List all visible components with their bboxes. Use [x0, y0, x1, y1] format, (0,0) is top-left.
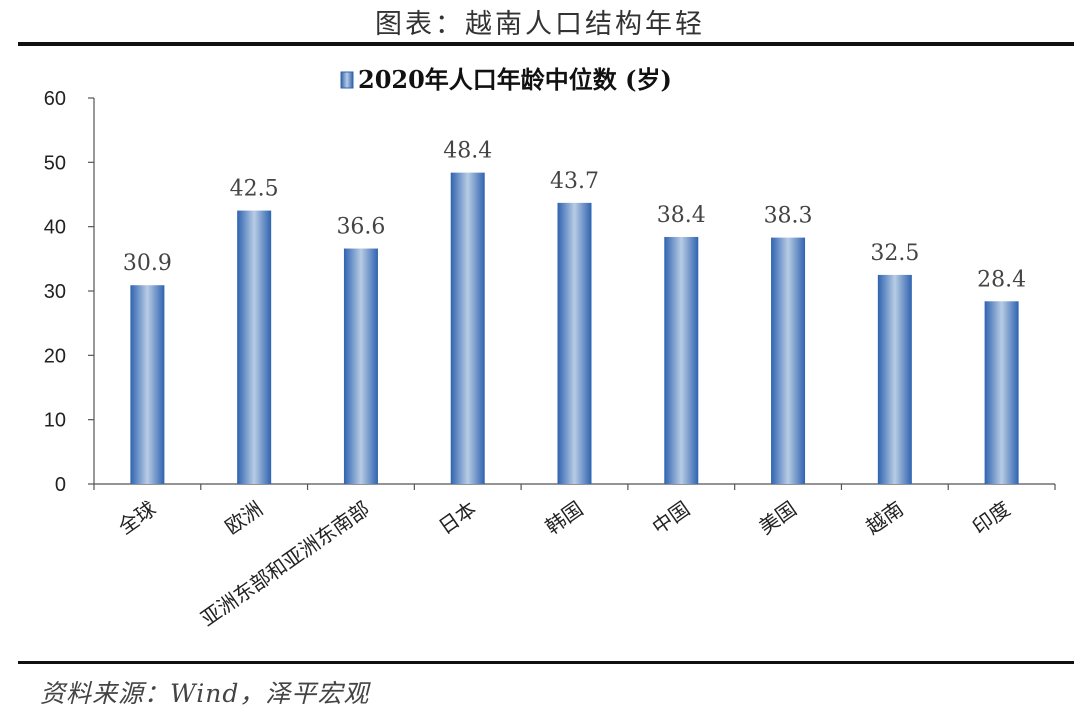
x-tick-label: 日本: [434, 496, 481, 539]
y-tick-label: 10: [44, 410, 66, 432]
x-tick-label: 中国: [648, 496, 695, 539]
x-tick-label: 越南: [861, 496, 908, 539]
data-label: 48.4: [443, 139, 492, 164]
bar: [130, 285, 165, 484]
x-tick-label: 韩国: [541, 496, 588, 539]
bar-chart: 2020年人口年龄中位数 (岁) 0 10 20 30 40 50 60 30.9 全球 42.…: [44, 65, 1056, 631]
data-label: 38.4: [657, 203, 706, 228]
bar: [877, 274, 912, 484]
legend-swatch: [340, 71, 354, 89]
chart-legend: 2020年人口年龄中位数 (岁): [340, 65, 672, 94]
bar: [450, 172, 485, 485]
x-tick-label: 美国: [754, 496, 801, 539]
legend-label: 2020年人口年龄中位数 (岁): [358, 65, 672, 94]
y-tick-label: 60: [44, 88, 66, 110]
bar: [343, 248, 378, 484]
data-label: 42.5: [230, 177, 279, 202]
bar: [664, 236, 699, 484]
data-label: 43.7: [550, 169, 599, 194]
source-note: 资料来源：Wind，泽平宏观: [40, 679, 370, 708]
top-rule: [18, 42, 1074, 46]
y-tick-label: 40: [44, 217, 66, 239]
data-label: 32.5: [870, 241, 919, 266]
bottom-rule: [18, 661, 1074, 664]
y-tick-label: 20: [44, 345, 66, 367]
page-title: 图表：越南人口结构年轻: [375, 9, 705, 40]
bar: [771, 237, 806, 484]
x-tick-label: 欧洲: [221, 496, 268, 539]
x-tick-label: 印度: [968, 496, 1015, 539]
y-tick-label: 30: [44, 281, 66, 303]
x-tick-label: 全球: [114, 496, 161, 539]
chart-bars: [130, 172, 1019, 485]
data-label: 28.4: [977, 267, 1026, 292]
bar: [984, 301, 1019, 484]
y-tick-label: 50: [44, 152, 66, 174]
data-label: 38.3: [764, 204, 813, 229]
bar: [237, 210, 272, 485]
y-tick-label: 0: [55, 474, 66, 496]
bar: [557, 202, 592, 484]
data-label: 36.6: [336, 215, 385, 240]
data-label: 30.9: [123, 251, 172, 276]
